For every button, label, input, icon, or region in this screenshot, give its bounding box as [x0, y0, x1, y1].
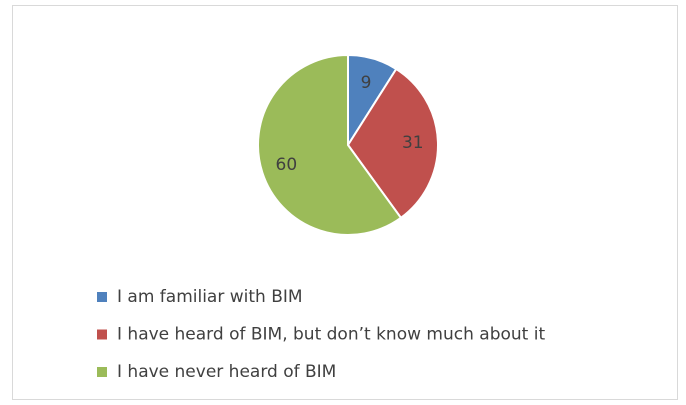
legend-label: I have heard of BIM, but don’t know much… — [117, 325, 545, 345]
legend-swatch — [97, 367, 107, 377]
data-label: 31 — [402, 133, 424, 153]
legend-label: I am familiar with BIM — [117, 287, 303, 307]
legend-label: I have never heard of BIM — [117, 362, 336, 382]
pie-slice — [257, 53, 403, 236]
data-label: 9 — [361, 73, 372, 93]
pie-slice — [346, 67, 439, 220]
data-label: 60 — [276, 155, 298, 175]
legend-swatch — [97, 329, 107, 340]
legend-swatch — [97, 292, 107, 302]
